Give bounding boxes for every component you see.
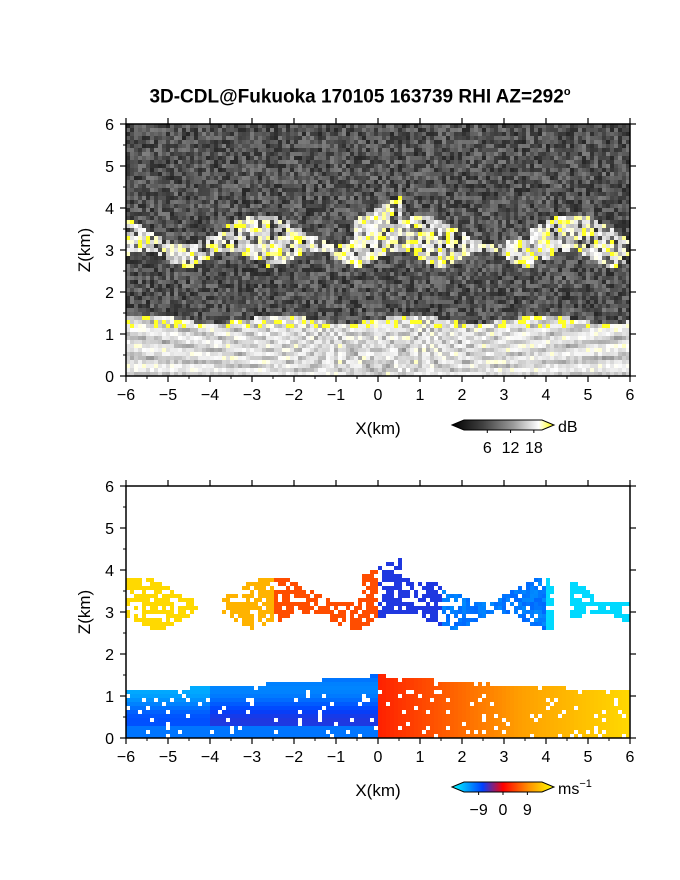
y-tick-label: 6 [105,117,114,134]
colorbar: −9 0 9 ms−1 [450,778,592,819]
x-tick-label: −5 [159,387,177,404]
x-tick-label: 0 [374,387,383,404]
heatmap-field [126,558,630,738]
colorbar-tick-label: 0 [499,802,508,819]
x-tick-label: 4 [542,749,551,766]
colorbar-scale [450,419,556,431]
x-tick-label: −1 [327,749,345,766]
colorbar-scale [450,781,556,793]
x-axis-label: X(km) [355,419,400,438]
colorbar-tick-label: 9 [523,802,532,819]
x-tick-label: 1 [416,387,425,404]
y-tick-label: 4 [105,201,114,218]
x-tick-label: 3 [500,749,509,766]
y-tick-label: 1 [105,689,114,706]
x-tick-label: 5 [584,749,593,766]
colorbar-tick-label: −9 [470,802,488,819]
heatmap-field [126,124,630,376]
x-tick-label: 6 [626,749,635,766]
colorbar-unit: dB [558,419,578,436]
y-tick-label: 1 [105,327,114,344]
y-tick-label: 4 [105,563,114,580]
x-tick-label: −2 [285,749,303,766]
x-tick-label: −6 [117,387,135,404]
x-tick-label: 2 [458,387,467,404]
x-tick-label: −3 [243,387,261,404]
y-tick-label: 0 [105,369,114,386]
y-axis-label: Z(km) [75,590,94,634]
y-tick-label: 2 [105,285,114,302]
y-tick-label: 0 [105,731,114,748]
x-tick-label: −1 [327,387,345,404]
x-tick-label: −2 [285,387,303,404]
x-tick-label: 0 [374,749,383,766]
colorbar: 6 12 18 dB [450,419,578,457]
x-tick-label: 6 [626,387,635,404]
chart-title: 3D-CDL@Fukuoka 170105 163739 RHI AZ=292o [149,86,571,108]
colorbar-unit-exponent: −1 [579,778,592,790]
x-axis-label: X(km) [355,781,400,800]
x-tick-label: 3 [500,387,509,404]
x-tick-label: −3 [243,749,261,766]
x-tick-label: 4 [542,387,551,404]
colorbar-tick-label: 12 [502,440,520,457]
y-tick-label: 2 [105,647,114,664]
degree-symbol: o [563,86,571,98]
x-tick-label: −6 [117,749,135,766]
x-tick-label: −5 [159,749,177,766]
x-tick-label: 2 [458,749,467,766]
x-tick-label: 1 [416,749,425,766]
x-tick-label: −4 [201,749,219,766]
colorbar-tick-label: 18 [525,440,543,457]
x-tick-label: 5 [584,387,593,404]
y-axis-label: Z(km) [75,228,94,272]
y-tick-label: 6 [105,479,114,496]
y-tick-label: 3 [105,243,114,260]
y-tick-label: 3 [105,605,114,622]
y-tick-label: 5 [105,521,114,538]
y-tick-label: 5 [105,159,114,176]
x-tick-label: −4 [201,387,219,404]
colorbar-tick-label: 6 [483,440,492,457]
colorbar-unit: ms−1 [558,778,592,798]
